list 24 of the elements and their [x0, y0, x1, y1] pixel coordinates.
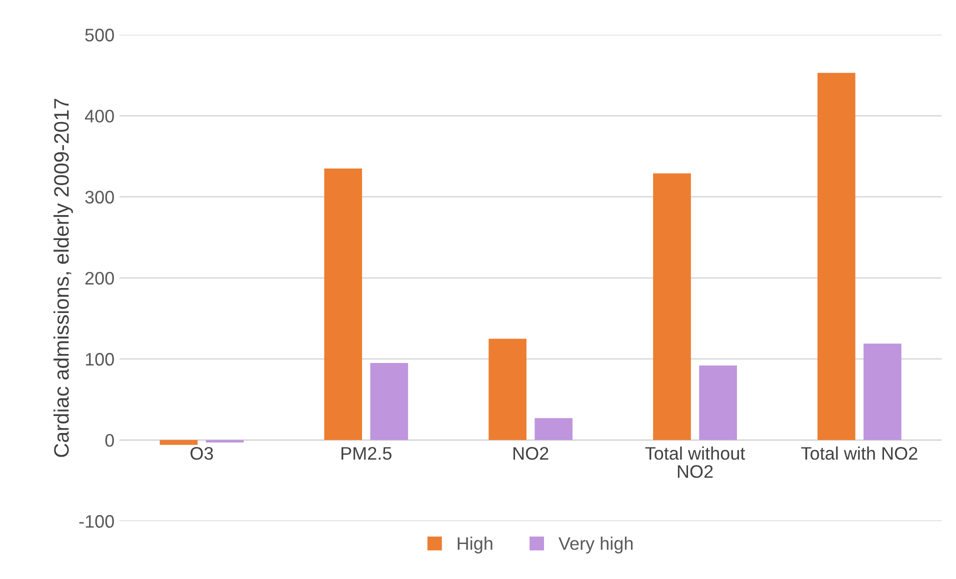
y-tick-label: 200: [85, 272, 114, 285]
bar: [818, 72, 856, 440]
bar: [864, 344, 902, 440]
bar: [653, 173, 691, 440]
y-axis-title: Cardiac admissions, elderly 2009-2017: [54, 98, 73, 457]
x-tick-label: PM2.5: [342, 447, 392, 460]
x-tick-label: Total without NO2: [645, 446, 746, 478]
bar: [160, 440, 198, 445]
bar: [534, 418, 573, 440]
bar: [370, 363, 408, 440]
x-tick-label: Total with NO2: [801, 446, 918, 460]
y-tick-label: 400: [84, 110, 114, 123]
legend-label: Very high: [558, 536, 633, 554]
legend-label: High: [458, 536, 492, 554]
y-tick-label: 500: [85, 28, 114, 42]
y-tick-label: -100: [79, 515, 114, 528]
x-tick-label: NO2: [514, 447, 548, 460]
y-tick-label: 100: [86, 352, 114, 366]
y-tick-label: 300: [85, 190, 114, 204]
bar: [488, 338, 526, 440]
y-tick-label: 0: [105, 434, 114, 447]
bar: [699, 365, 737, 440]
bar: [324, 168, 362, 440]
x-tick-label: O3: [190, 447, 213, 460]
